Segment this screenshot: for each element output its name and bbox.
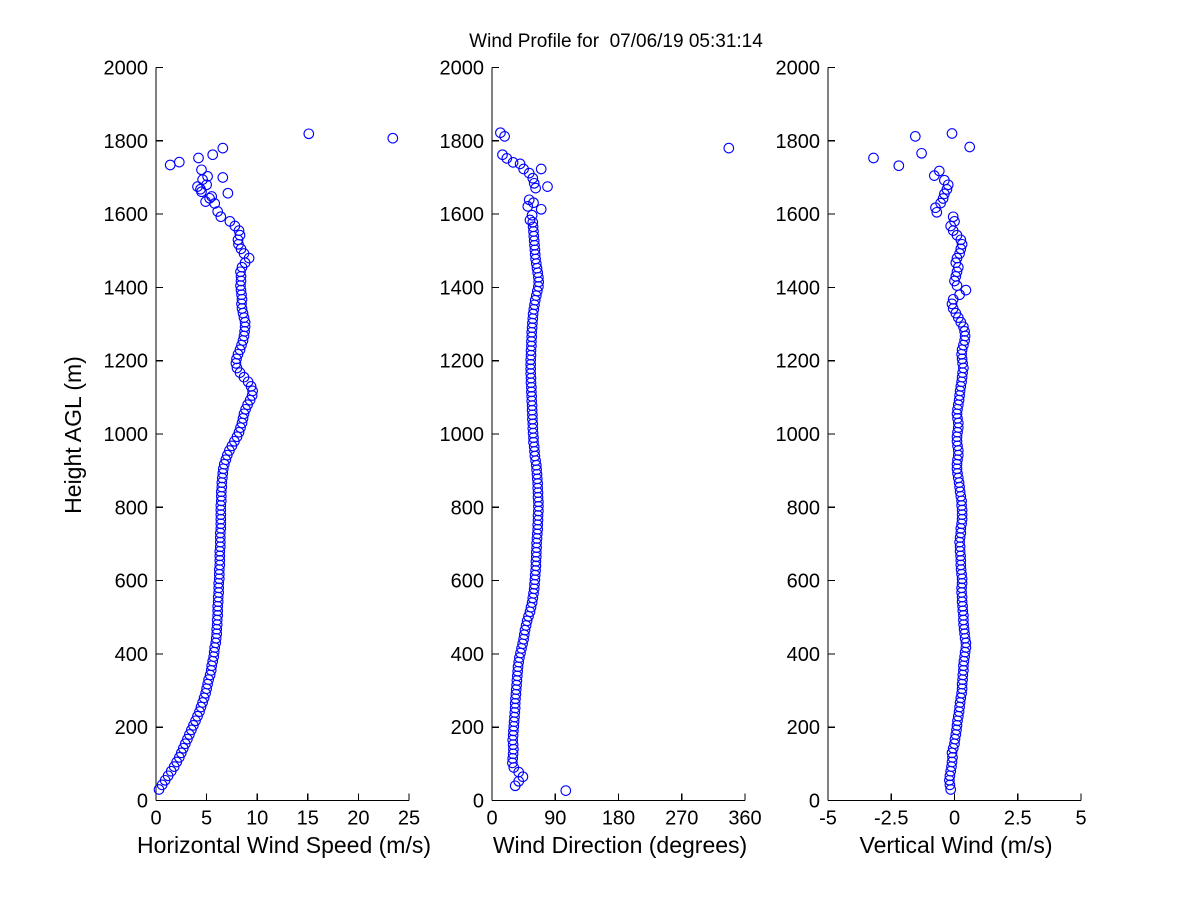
scatter-series — [868, 128, 976, 795]
x-tick-label: -5 — [819, 808, 837, 830]
xlabel-horizontal-wind-speed: Horizontal Wind Speed (m/s) — [137, 832, 431, 858]
y-tick-label: 1000 — [776, 424, 821, 446]
x-tick-label: 0 — [150, 808, 161, 830]
y-ticks: 0 200 400 600 800 1000 1200 1400 1600 1800 2000 — [104, 58, 163, 813]
y-tick-label: 200 — [451, 717, 484, 739]
x-ticks: 0 90 180 270 360 — [486, 793, 762, 830]
y-tick-label: 0 — [809, 791, 820, 813]
y-tick-label: 1200 — [440, 351, 485, 373]
x-tick-label: 0 — [949, 808, 960, 830]
y-tick-label: 600 — [451, 571, 484, 593]
x-tick-label: 0 — [486, 808, 497, 830]
y-tick-label: 800 — [787, 497, 820, 519]
y-tick-label: 1600 — [104, 204, 149, 226]
y-tick-label: 1200 — [776, 351, 821, 373]
y-tick-label: 400 — [451, 644, 484, 666]
y-tick-label: 400 — [787, 644, 820, 666]
y-tick-label: 1600 — [440, 204, 485, 226]
x-tick-label: 270 — [665, 808, 698, 830]
x-tick-label: 15 — [297, 808, 319, 830]
x-ticks: 0 5 10 15 20 25 — [150, 793, 420, 830]
x-tick-label: 25 — [398, 808, 420, 830]
xlabel-wind-direction: Wind Direction (degrees) — [492, 832, 748, 858]
y-tick-label: 1400 — [440, 277, 485, 299]
y-tick-label: 600 — [787, 571, 820, 593]
y-tick-label: 1400 — [776, 277, 821, 299]
x-tick-label: 20 — [347, 808, 369, 830]
x-ticks: -5 -2.5 0 2.5 5 — [819, 793, 1087, 830]
y-tick-label: 2000 — [440, 58, 485, 80]
y-tick-label: 800 — [115, 497, 148, 519]
y-tick-label: 1800 — [104, 131, 149, 153]
y-tick-label: 1400 — [104, 277, 149, 299]
subplot-horizontal-wind-speed: 0 5 10 15 20 25 0 200 400 600 800 1000 1200 1400 1600 1… — [104, 58, 421, 830]
x-tick-label: 90 — [544, 808, 566, 830]
x-tick-label: 5 — [201, 808, 212, 830]
y-ticks: 0 200 400 600 800 1000 1200 1400 1600 1800 2000 — [440, 58, 499, 813]
x-tick-label: 5 — [1075, 808, 1086, 830]
y-tick-label: 1000 — [440, 424, 485, 446]
y-tick-label: 0 — [473, 791, 484, 813]
y-tick-label: 1600 — [776, 204, 821, 226]
y-tick-label: 2000 — [776, 58, 821, 80]
subplot-vertical-wind: -5 -2.5 0 2.5 5 0 200 400 600 800 1000 1200 1400 1600… — [776, 58, 1087, 830]
y-tick-label: 200 — [787, 717, 820, 739]
y-tick-label: 1800 — [776, 131, 821, 153]
y-tick-label: 200 — [115, 717, 148, 739]
scatter-series — [495, 127, 735, 796]
x-tick-label: 2.5 — [1004, 808, 1032, 830]
y-tick-label: 0 — [137, 791, 148, 813]
scatter-series — [153, 128, 399, 795]
subplot-wind-direction: 0 90 180 270 360 0 200 400 600 800 1000 1200 1400 160… — [440, 58, 762, 830]
xlabel-vertical-wind: Vertical Wind (m/s) — [859, 832, 1053, 858]
y-tick-label: 600 — [115, 571, 148, 593]
x-tick-label: 10 — [246, 808, 268, 830]
x-tick-label: 360 — [728, 808, 761, 830]
y-tick-label: 2000 — [104, 58, 149, 80]
x-tick-label: -2.5 — [874, 808, 908, 830]
y-tick-label: 1000 — [104, 424, 149, 446]
y-ticks: 0 200 400 600 800 1000 1200 1400 1600 1800 2000 — [776, 58, 835, 813]
figure-title: Wind Profile for 07/06/19 05:31:14 — [469, 31, 763, 52]
y-tick-label: 800 — [451, 497, 484, 519]
x-tick-label: 180 — [602, 808, 635, 830]
y-tick-label: 1800 — [440, 131, 485, 153]
ylabel-height-agl: Height AGL (m) — [60, 356, 86, 514]
y-tick-label: 400 — [115, 644, 148, 666]
y-tick-label: 1200 — [104, 351, 149, 373]
